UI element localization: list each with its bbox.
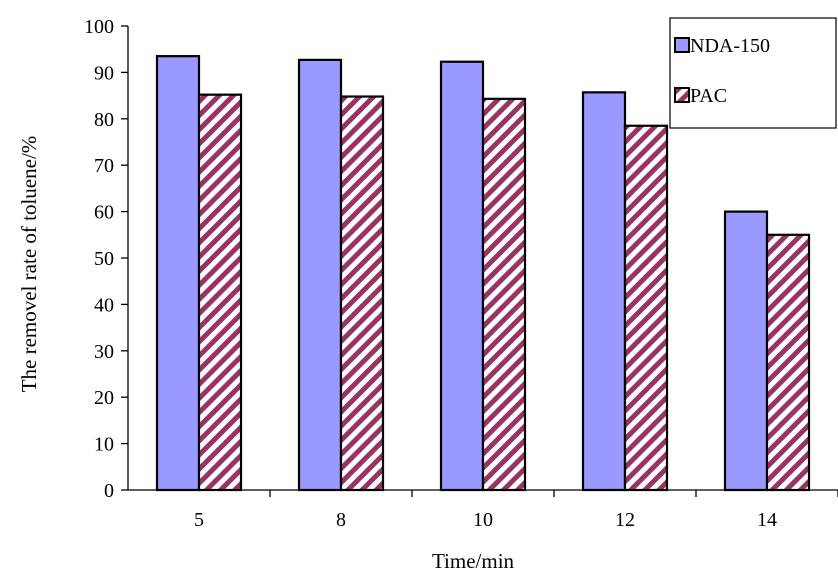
legend: NDA-150 PAC — [669, 17, 837, 129]
x-tick-label: 10 — [473, 509, 493, 531]
y-tick-label: 70 — [94, 155, 114, 177]
legend-label: PAC — [690, 85, 727, 107]
x-axis-title: Time/min — [432, 549, 515, 573]
y-tick-label: 30 — [94, 341, 114, 363]
bar-nda-150-8 — [297, 58, 343, 492]
y-tick-label: 80 — [94, 109, 114, 131]
y-tick-label: 100 — [84, 16, 114, 38]
y-tick-label: 90 — [94, 62, 114, 84]
x-tick-label: 14 — [757, 509, 777, 531]
bar-pac-14 — [765, 233, 811, 492]
y-tick-label: 40 — [94, 294, 114, 316]
bar-nda-150-14 — [723, 210, 769, 492]
x-tick-label: 8 — [336, 509, 346, 531]
legend-swatch-pac — [674, 87, 690, 103]
y-tick-label: 50 — [94, 248, 114, 270]
x-tick-label: 12 — [615, 509, 635, 531]
bar-pac-8 — [339, 95, 385, 492]
y-tick-label: 60 — [94, 202, 114, 224]
y-tick-label: 10 — [94, 434, 114, 456]
bar-pac-12 — [623, 124, 669, 492]
bar-nda-150-12 — [581, 91, 627, 492]
bar-pac-10 — [481, 97, 527, 492]
bar-nda-150-5 — [155, 55, 201, 492]
legend-label: NDA-150 — [690, 35, 770, 57]
y-tick-label: 0 — [104, 480, 114, 502]
bar-pac-5 — [197, 93, 243, 492]
legend-box — [669, 17, 837, 129]
y-axis-title: The removel rate of toluene/% — [17, 136, 41, 393]
bar-nda-150-10 — [439, 60, 485, 492]
legend-swatch-nda-150 — [674, 37, 690, 53]
y-tick-label: 20 — [94, 387, 114, 409]
x-tick-label: 5 — [194, 509, 204, 531]
